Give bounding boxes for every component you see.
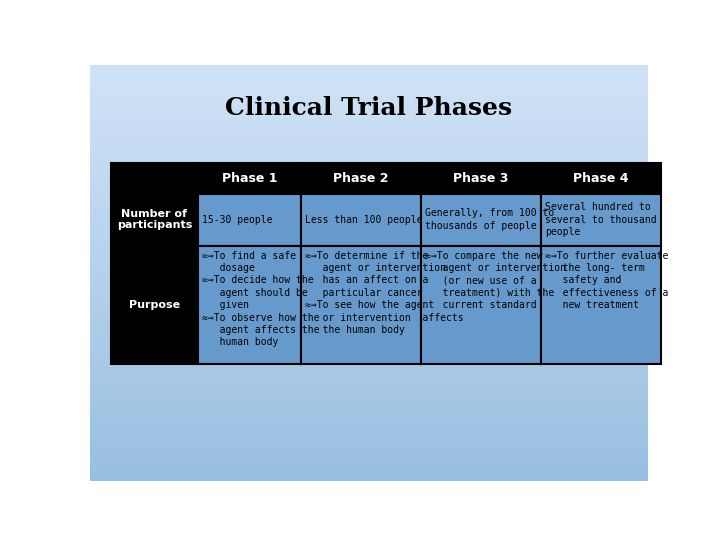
- Text: Number of
participants: Number of participants: [117, 209, 192, 231]
- FancyBboxPatch shape: [198, 163, 301, 194]
- Text: Less than 100 people: Less than 100 people: [305, 215, 423, 225]
- Text: 15-30 people: 15-30 people: [202, 215, 272, 225]
- FancyBboxPatch shape: [111, 194, 198, 246]
- FancyBboxPatch shape: [541, 246, 661, 364]
- FancyBboxPatch shape: [111, 246, 198, 364]
- FancyBboxPatch shape: [541, 163, 661, 194]
- FancyBboxPatch shape: [541, 194, 661, 246]
- Text: Several hundred to
several to thousand
people: Several hundred to several to thousand p…: [545, 202, 657, 237]
- Text: Clinical Trial Phases: Clinical Trial Phases: [225, 97, 513, 120]
- FancyBboxPatch shape: [301, 163, 421, 194]
- FancyBboxPatch shape: [198, 246, 301, 364]
- Text: ≈⇒To find a safe
   dosage
≈⇒To decide how the
   agent should be
   given
≈⇒To : ≈⇒To find a safe dosage ≈⇒To decide how …: [202, 251, 319, 347]
- Text: ≈⇒To determine if the
   agent or intervention
   has an affect on a
   particul: ≈⇒To determine if the agent or intervent…: [305, 251, 464, 335]
- Text: Phase 1: Phase 1: [222, 172, 277, 185]
- FancyBboxPatch shape: [111, 163, 198, 194]
- Text: Phase 4: Phase 4: [573, 172, 629, 185]
- Text: Purpose: Purpose: [129, 300, 180, 310]
- FancyBboxPatch shape: [198, 194, 301, 246]
- Text: Phase 2: Phase 2: [333, 172, 389, 185]
- FancyBboxPatch shape: [301, 194, 421, 246]
- FancyBboxPatch shape: [421, 163, 541, 194]
- FancyBboxPatch shape: [421, 194, 541, 246]
- FancyBboxPatch shape: [421, 246, 541, 364]
- Text: Generally, from 100 to
thousands of people: Generally, from 100 to thousands of peop…: [425, 208, 554, 231]
- Text: ≈⇒To further evaluate
   the long- term
   safety and
   effectiveness of a
   n: ≈⇒To further evaluate the long- term saf…: [545, 251, 668, 310]
- Text: ≈⇒To compare the new
   agent or intervention
   (or new use of a
   treatment) : ≈⇒To compare the new agent or interventi…: [425, 251, 566, 310]
- Text: Phase 3: Phase 3: [453, 172, 508, 185]
- FancyBboxPatch shape: [301, 246, 421, 364]
